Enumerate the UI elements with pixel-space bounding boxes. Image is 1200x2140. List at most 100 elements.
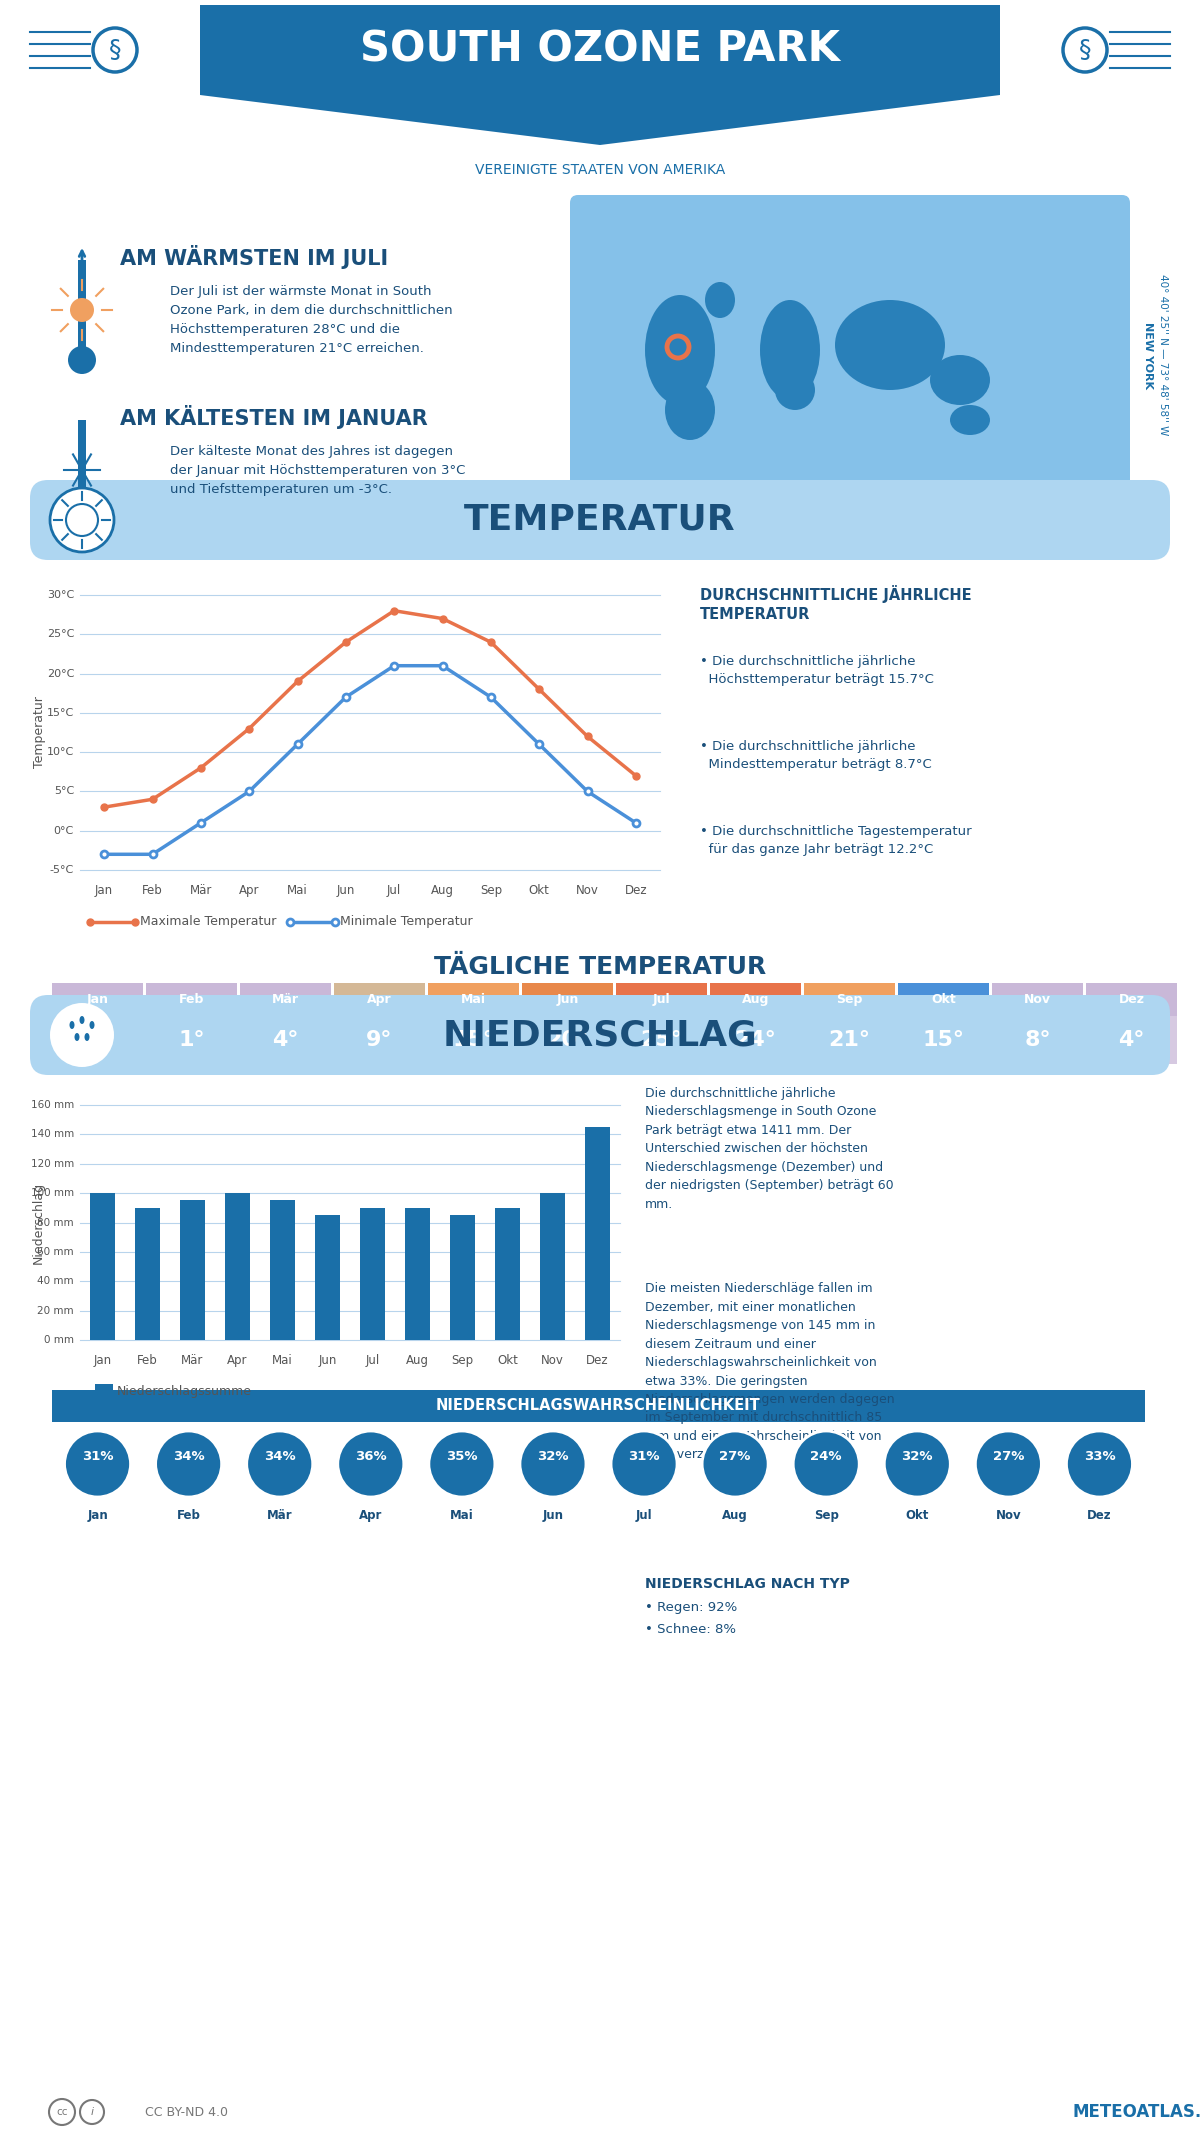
Text: Sep: Sep [480,884,502,897]
Text: Aug: Aug [722,1509,748,1522]
Text: 8°: 8° [1024,1029,1051,1051]
Text: Apr: Apr [227,1355,247,1367]
Circle shape [793,1432,859,1498]
Text: Okt: Okt [931,993,956,1006]
Text: • Schnee: 8%: • Schnee: 8% [646,1622,736,1635]
Text: 15°: 15° [452,1029,494,1051]
Bar [1086,1016,1177,1064]
Bar [496,1207,520,1340]
Ellipse shape [835,300,946,389]
Text: 27%: 27% [720,1449,751,1462]
Bar [95,1385,113,1400]
Bar [586,1128,610,1340]
Text: 60 mm: 60 mm [37,1248,74,1256]
Text: VEREINIGTE STAATEN VON AMERIKA: VEREINIGTE STAATEN VON AMERIKA [475,163,725,178]
Text: Apr: Apr [239,884,259,897]
Text: Feb: Feb [179,993,204,1006]
Bar [200,4,1000,94]
Circle shape [66,505,98,535]
Text: 120 mm: 120 mm [31,1158,74,1168]
Text: 34%: 34% [173,1449,204,1462]
Text: 15°C: 15°C [47,708,74,717]
Text: Okt: Okt [497,1355,518,1367]
Text: 21°: 21° [828,1029,870,1051]
Text: cc: cc [56,2108,67,2116]
Circle shape [50,488,114,552]
Text: 80 mm: 80 mm [37,1218,74,1228]
Text: 40 mm: 40 mm [37,1275,74,1286]
Text: -5°C: -5°C [49,865,74,875]
Ellipse shape [84,1034,90,1040]
Text: Mär: Mär [272,993,299,1006]
Text: CC BY-ND 4.0: CC BY-ND 4.0 [145,2106,228,2119]
Ellipse shape [70,1021,74,1029]
Bar [898,1016,989,1064]
Circle shape [976,1432,1042,1498]
Text: Dez: Dez [1118,993,1145,1006]
Text: Feb: Feb [176,1509,200,1522]
Text: Aug: Aug [431,884,454,897]
Text: Niederschlag: Niederschlag [31,1181,44,1263]
Circle shape [50,1004,114,1068]
Text: Sep: Sep [451,1355,474,1367]
Text: Aug: Aug [742,993,769,1006]
Text: 32%: 32% [901,1449,934,1462]
Bar [180,1201,205,1340]
Text: 35%: 35% [446,1449,478,1462]
Text: Der kälteste Monat des Jahres ist dagegen
der Januar mit Höchsttemperaturen von : Der kälteste Monat des Jahres ist dagege… [170,445,466,496]
Bar [52,982,143,1016]
Text: Mär: Mär [266,1509,293,1522]
Bar [240,1016,331,1064]
Ellipse shape [646,295,715,404]
Ellipse shape [930,355,990,404]
Text: TÄGLICHE TEMPERATUR: TÄGLICHE TEMPERATUR [434,954,766,978]
Text: Dez: Dez [1087,1509,1111,1522]
Bar [226,1194,250,1340]
Circle shape [247,1432,313,1498]
Bar [450,1216,475,1340]
Text: Nov: Nov [541,1355,564,1367]
Bar [316,1216,340,1340]
Text: Dez: Dez [624,884,647,897]
Text: Okt: Okt [529,884,550,897]
Bar [540,1194,565,1340]
Circle shape [428,1432,494,1498]
Text: 36%: 36% [355,1449,386,1462]
Ellipse shape [950,404,990,434]
Text: 160 mm: 160 mm [31,1100,74,1111]
Text: Jul: Jul [365,1355,379,1367]
Text: Temperatur: Temperatur [34,696,47,768]
Text: TEMPERATUR: TEMPERATUR [464,503,736,537]
Bar [90,1194,115,1340]
Bar [270,1201,295,1340]
Bar [146,1016,238,1064]
Text: 0°C: 0°C [54,826,74,837]
Text: Der Juli ist der wärmste Monat in South
Ozone Park, in dem die durchschnittliche: Der Juli ist der wärmste Monat in South … [170,285,452,355]
Text: 20 mm: 20 mm [37,1305,74,1316]
Bar [136,1207,160,1340]
Text: 31%: 31% [629,1449,660,1462]
Text: Maximale Temperatur: Maximale Temperatur [140,916,276,929]
Circle shape [68,347,96,374]
Bar [428,982,520,1016]
Bar [78,259,86,351]
Text: 9°: 9° [366,1029,392,1051]
Bar [360,1207,385,1340]
Ellipse shape [775,370,815,411]
Text: Okt: Okt [906,1509,929,1522]
Text: NIEDERSCHLAG NACH TYP: NIEDERSCHLAG NACH TYP [646,1577,850,1590]
Circle shape [884,1432,950,1498]
Bar [804,982,895,1016]
Bar [334,1016,425,1064]
Text: 24%: 24% [810,1449,842,1462]
Text: 100 mm: 100 mm [31,1188,74,1198]
Bar [616,1016,707,1064]
Text: 140 mm: 140 mm [31,1130,74,1138]
Circle shape [337,1432,403,1498]
Text: AM WÄRMSTEN IM JULI: AM WÄRMSTEN IM JULI [120,244,388,270]
Text: Mai: Mai [287,884,308,897]
Bar [52,1016,143,1064]
Text: Mär: Mär [190,884,212,897]
Bar [78,419,86,509]
Text: Jun: Jun [337,884,355,897]
